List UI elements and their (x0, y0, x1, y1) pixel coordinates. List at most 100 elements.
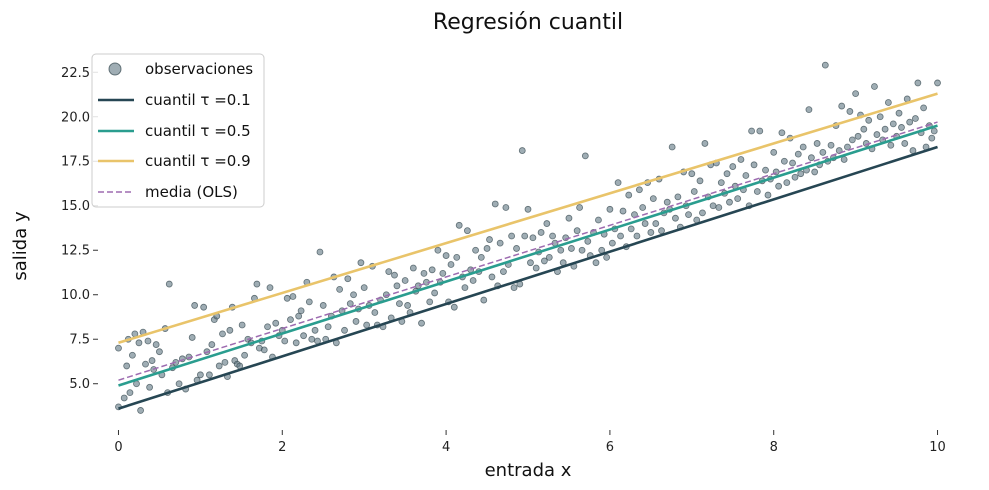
y-axis-title: salida y (10, 211, 31, 281)
chart-title: Regresión cuantil (433, 10, 623, 35)
y-tick-label: 22.5 (61, 66, 90, 81)
scatter-point (617, 232, 624, 240)
scatter-point (401, 277, 409, 284)
scatter-point (469, 277, 477, 284)
scatter-point (934, 79, 941, 87)
scatter-point (699, 209, 706, 217)
scatter-point (300, 332, 307, 340)
scatter-point (226, 326, 234, 334)
scatter-point (807, 154, 815, 162)
scatter-point (297, 307, 305, 315)
scatter-point (486, 236, 493, 243)
scatter-point (513, 245, 520, 252)
scatter-point (844, 143, 851, 151)
scatter-point (360, 284, 368, 292)
scatter-point (557, 246, 565, 254)
scatter-point (871, 83, 878, 90)
x-axis: 0 2 4 6 8 10 (114, 430, 946, 455)
scatter-point (393, 282, 401, 290)
scatter-point (144, 337, 152, 345)
scatter-point (592, 259, 600, 267)
scatter-point (726, 198, 733, 206)
scatter-point (292, 339, 300, 347)
y-tick-label: 15.0 (61, 199, 90, 214)
scatter-point (461, 284, 469, 292)
legend: observaciones cuantil τ =0.1 cuantil τ =0.… (91, 53, 265, 208)
scatter-point (854, 132, 862, 140)
scatter-point (928, 134, 936, 142)
y-axis: 5.0 7.5 10.0 12.5 15.0 17.5 20.0 22.5 (61, 66, 98, 392)
scatter-point (578, 246, 586, 254)
scatter-point (797, 170, 805, 178)
scatter-point (881, 125, 889, 133)
scatter-point (336, 285, 344, 293)
scatter-point (696, 177, 704, 185)
scatter-point (734, 195, 742, 203)
y-tick-label: 5.0 (69, 377, 90, 392)
scatter-point (266, 284, 274, 292)
scatter-point (191, 302, 199, 309)
scatter-point (527, 259, 534, 267)
scatter-point (385, 268, 393, 275)
scatter-point (453, 253, 461, 261)
scatter-point (581, 152, 589, 160)
scatter-point (799, 143, 807, 151)
scatter-point (316, 248, 324, 256)
scatter-point (305, 298, 313, 306)
scatter-point (532, 264, 540, 272)
scatter-point (208, 341, 216, 348)
y-tick-label: 10.0 (61, 288, 90, 303)
y-tick-label: 12.5 (61, 244, 90, 259)
scatter-point (685, 211, 692, 219)
scatter-point (770, 148, 778, 156)
y-tick-label: 20.0 (61, 110, 90, 125)
scatter-point (821, 61, 829, 69)
scatter-point (639, 204, 647, 211)
scatter-point (565, 214, 573, 222)
scatter-point (537, 229, 545, 236)
scatter-point (750, 161, 758, 169)
scatter-point (748, 127, 755, 135)
scatter-point (521, 232, 529, 240)
scatter-point (889, 120, 897, 128)
scatter-point (608, 239, 616, 247)
scatter-point (426, 298, 434, 306)
scatter-point (264, 323, 271, 331)
scatter-point (647, 229, 655, 236)
scatter-point (518, 147, 526, 154)
scatter-point (391, 271, 398, 279)
scatter-point (156, 348, 163, 356)
scatter-point (128, 351, 136, 359)
scatter-point (723, 170, 731, 178)
scatter-point (783, 179, 791, 187)
scatter-point (753, 188, 761, 195)
scatter-point (508, 232, 516, 240)
scatter-point (135, 339, 143, 347)
scatter-point (865, 116, 873, 124)
scatter-point (496, 239, 504, 247)
scatter-point (529, 234, 537, 242)
scatter-point (852, 90, 860, 98)
scatter-point (606, 205, 614, 213)
scatter-point (420, 269, 428, 277)
scatter-point (920, 104, 927, 112)
scatter-point (352, 318, 360, 325)
scatter-point (658, 227, 665, 235)
scatter-point (428, 266, 436, 274)
x-tick-label: 0 (114, 440, 122, 455)
scatter-point (215, 362, 223, 370)
scatter-point (668, 143, 676, 151)
scatter-point (780, 157, 788, 165)
scatter-point (450, 303, 458, 311)
scatter-point (840, 156, 848, 163)
scatter-point (488, 273, 496, 281)
scatter-point (876, 113, 884, 121)
scatter-point (884, 99, 892, 106)
scatter-point (914, 79, 922, 87)
scatter-point (576, 204, 583, 211)
legend-label-q05: cuantil τ =0.5 (145, 122, 251, 140)
scatter-point (709, 202, 717, 210)
legend-label-q09: cuantil τ =0.9 (145, 152, 251, 170)
scatter-point (873, 131, 881, 138)
scatter-point (414, 282, 422, 290)
